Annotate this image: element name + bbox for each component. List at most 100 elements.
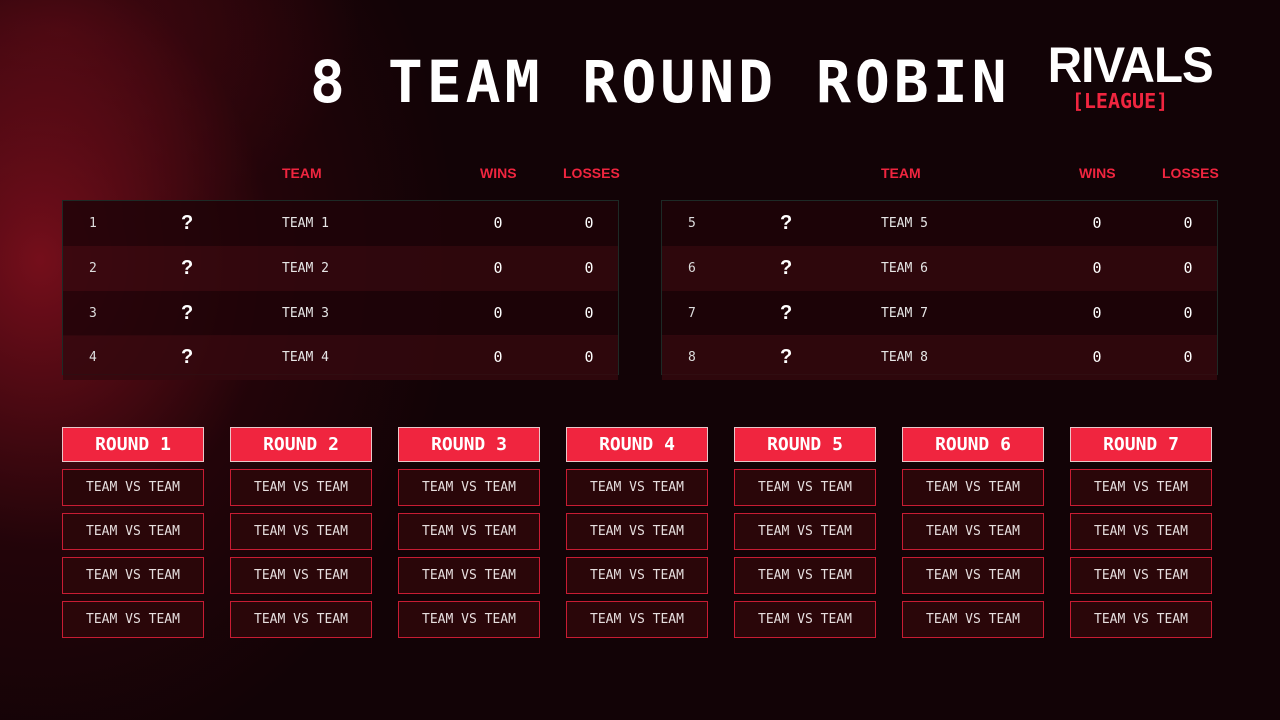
team-rank: 2 bbox=[89, 261, 97, 276]
team-name: TEAM 6 bbox=[881, 261, 928, 276]
round-column-4: ROUND 4 TEAM VS TEAM TEAM VS TEAM TEAM VS T… bbox=[566, 427, 708, 638]
table-row: 7? TEAM 7 0 0 bbox=[662, 291, 1217, 336]
team-logo-placeholder-icon: ? bbox=[780, 346, 793, 368]
team-losses: 0 bbox=[1183, 304, 1193, 322]
match-slot: TEAM VS TEAM bbox=[398, 469, 540, 506]
table-row: 4? TEAM 4 0 0 bbox=[63, 335, 618, 380]
team-name: TEAM 1 bbox=[282, 216, 329, 231]
column-header-wins: WINS bbox=[1079, 165, 1116, 181]
match-slot: TEAM VS TEAM bbox=[734, 601, 876, 638]
match-slot: TEAM VS TEAM bbox=[734, 513, 876, 550]
team-wins: 0 bbox=[493, 214, 503, 232]
team-losses: 0 bbox=[584, 214, 594, 232]
team-losses: 0 bbox=[584, 304, 594, 322]
match-slot: TEAM VS TEAM bbox=[230, 601, 372, 638]
round-header: ROUND 2 bbox=[230, 427, 372, 462]
team-name: TEAM 5 bbox=[881, 216, 928, 231]
team-name: TEAM 7 bbox=[881, 306, 928, 321]
match-slot: TEAM VS TEAM bbox=[230, 557, 372, 594]
team-losses: 0 bbox=[1183, 259, 1193, 277]
match-slot: TEAM VS TEAM bbox=[734, 469, 876, 506]
table-row: 1? TEAM 1 0 0 bbox=[63, 201, 618, 246]
team-losses: 0 bbox=[584, 259, 594, 277]
match-slot: TEAM VS TEAM bbox=[734, 557, 876, 594]
team-name: TEAM 8 bbox=[881, 350, 928, 365]
match-slot: TEAM VS TEAM bbox=[566, 469, 708, 506]
round-column-3: ROUND 3 TEAM VS TEAM TEAM VS TEAM TEAM VS T… bbox=[398, 427, 540, 638]
match-slot: TEAM VS TEAM bbox=[1070, 469, 1212, 506]
rivals-league-logo: RIVALS [LEAGUE] bbox=[1044, 37, 1214, 113]
team-losses: 0 bbox=[1183, 214, 1193, 232]
team-rank: 4 bbox=[89, 350, 97, 365]
match-slot: TEAM VS TEAM bbox=[62, 469, 204, 506]
match-slot: TEAM VS TEAM bbox=[1070, 601, 1212, 638]
team-losses: 0 bbox=[584, 348, 594, 366]
round-column-6: ROUND 6 TEAM VS TEAM TEAM VS TEAM TEAM VS T… bbox=[902, 427, 1044, 638]
round-header: ROUND 4 bbox=[566, 427, 708, 462]
round-header: ROUND 7 bbox=[1070, 427, 1212, 462]
round-header: ROUND 1 bbox=[62, 427, 204, 462]
match-slot: TEAM VS TEAM bbox=[62, 513, 204, 550]
match-slot: TEAM VS TEAM bbox=[62, 557, 204, 594]
team-wins: 0 bbox=[1092, 214, 1102, 232]
table-row: 8? TEAM 8 0 0 bbox=[662, 335, 1217, 380]
team-rank: 6 bbox=[688, 261, 696, 276]
team-wins: 0 bbox=[493, 259, 503, 277]
team-rank: 8 bbox=[688, 350, 696, 365]
match-slot: TEAM VS TEAM bbox=[398, 601, 540, 638]
table-row: 2? TEAM 2 0 0 bbox=[63, 246, 618, 291]
match-slot: TEAM VS TEAM bbox=[230, 513, 372, 550]
team-wins: 0 bbox=[1092, 304, 1102, 322]
team-name: TEAM 2 bbox=[282, 261, 329, 276]
round-header: ROUND 6 bbox=[902, 427, 1044, 462]
team-logo-placeholder-icon: ? bbox=[181, 302, 194, 324]
match-slot: TEAM VS TEAM bbox=[1070, 557, 1212, 594]
match-slot: TEAM VS TEAM bbox=[398, 513, 540, 550]
team-wins: 0 bbox=[1092, 259, 1102, 277]
team-wins: 0 bbox=[1092, 348, 1102, 366]
team-logo-placeholder-icon: ? bbox=[181, 212, 194, 234]
column-header-wins: WINS bbox=[480, 165, 517, 181]
match-slot: TEAM VS TEAM bbox=[230, 469, 372, 506]
table-row: 5? TEAM 5 0 0 bbox=[662, 201, 1217, 246]
standings-table-2: 5? TEAM 5 0 0 6? TEAM 6 0 0 7? TEAM 7 0 0 8? TEAM 8 0 0 bbox=[661, 200, 1218, 380]
team-rank: 5 bbox=[688, 216, 696, 231]
match-slot: TEAM VS TEAM bbox=[566, 601, 708, 638]
match-slot: TEAM VS TEAM bbox=[566, 557, 708, 594]
match-slot: TEAM VS TEAM bbox=[398, 557, 540, 594]
match-slot: TEAM VS TEAM bbox=[1070, 513, 1212, 550]
match-slot: TEAM VS TEAM bbox=[566, 513, 708, 550]
page-title: 8 TEAM ROUND ROBIN bbox=[310, 48, 1011, 116]
round-header: ROUND 5 bbox=[734, 427, 876, 462]
standings-table-1: 1? TEAM 1 0 0 2? TEAM 2 0 0 3? TEAM 3 0 0 4? TEAM 4 0 0 bbox=[62, 200, 619, 380]
round-column-7: ROUND 7 TEAM VS TEAM TEAM VS TEAM TEAM VS T… bbox=[1070, 427, 1212, 638]
column-header-team: TEAM bbox=[282, 165, 322, 181]
match-slot: TEAM VS TEAM bbox=[902, 469, 1044, 506]
match-slot: TEAM VS TEAM bbox=[902, 513, 1044, 550]
team-logo-placeholder-icon: ? bbox=[780, 212, 793, 234]
team-logo-placeholder-icon: ? bbox=[780, 257, 793, 279]
team-logo-placeholder-icon: ? bbox=[181, 257, 194, 279]
team-logo-placeholder-icon: ? bbox=[780, 302, 793, 324]
round-column-5: ROUND 5 TEAM VS TEAM TEAM VS TEAM TEAM VS T… bbox=[734, 427, 876, 638]
column-header-losses: LOSSES bbox=[563, 165, 620, 181]
table-row: 6? TEAM 6 0 0 bbox=[662, 246, 1217, 291]
team-rank: 7 bbox=[688, 306, 696, 321]
logo-bottom: [LEAGUE] bbox=[1071, 89, 1169, 113]
team-losses: 0 bbox=[1183, 348, 1193, 366]
team-rank: 3 bbox=[89, 306, 97, 321]
team-rank: 1 bbox=[89, 216, 97, 231]
round-column-2: ROUND 2 TEAM VS TEAM TEAM VS TEAM TEAM VS T… bbox=[230, 427, 372, 638]
team-name: TEAM 3 bbox=[282, 306, 329, 321]
match-slot: TEAM VS TEAM bbox=[62, 601, 204, 638]
team-name: TEAM 4 bbox=[282, 350, 329, 365]
team-wins: 0 bbox=[493, 304, 503, 322]
match-slot: TEAM VS TEAM bbox=[902, 601, 1044, 638]
column-header-team: TEAM bbox=[881, 165, 921, 181]
logo-top: RIVALS bbox=[1047, 37, 1214, 93]
round-column-1: ROUND 1 TEAM VS TEAM TEAM VS TEAM TEAM VS T… bbox=[62, 427, 204, 638]
match-slot: TEAM VS TEAM bbox=[902, 557, 1044, 594]
round-header: ROUND 3 bbox=[398, 427, 540, 462]
column-header-losses: LOSSES bbox=[1162, 165, 1219, 181]
table-row: 3? TEAM 3 0 0 bbox=[63, 291, 618, 336]
